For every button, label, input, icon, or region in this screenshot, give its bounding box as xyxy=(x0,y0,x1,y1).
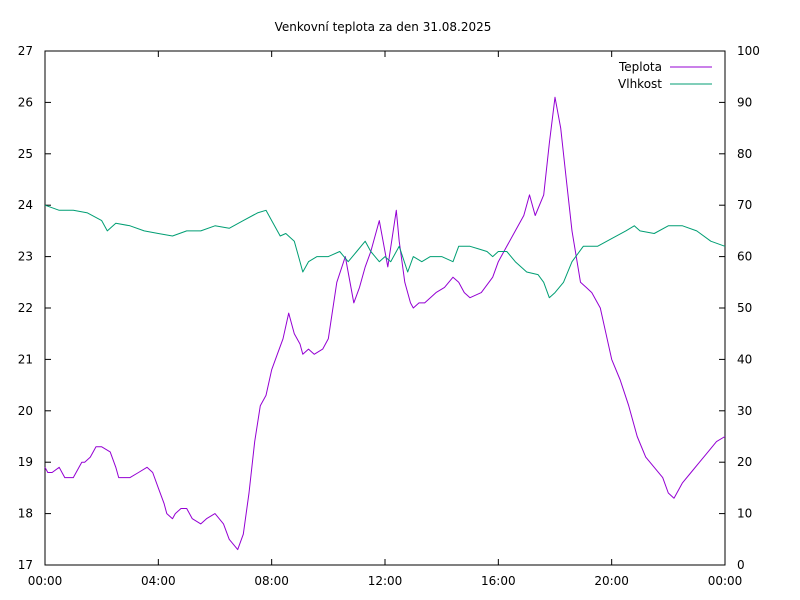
y-tick-label: 19 xyxy=(18,455,33,469)
x-tick-label: 16:00 xyxy=(481,574,516,588)
y2-tick-label: 40 xyxy=(737,352,752,366)
y-tick-label: 26 xyxy=(18,95,33,109)
y-tick-label: 25 xyxy=(18,147,33,161)
legend-label: Vlhkost xyxy=(618,77,662,91)
y-tick-label: 21 xyxy=(18,352,33,366)
y-tick-label: 24 xyxy=(18,198,33,212)
y2-tick-label: 0 xyxy=(737,558,745,572)
y2-tick-label: 80 xyxy=(737,147,752,161)
y2-tick-label: 70 xyxy=(737,198,752,212)
x-tick-label: 20:00 xyxy=(594,574,629,588)
x-tick-label: 04:00 xyxy=(141,574,176,588)
series-line-vlhkost xyxy=(44,204,726,299)
legend: Teplota Vlhkost xyxy=(618,60,712,91)
series-line-teplota xyxy=(44,96,726,551)
y2-tick-label: 10 xyxy=(737,507,752,521)
x-tick-label: 12:00 xyxy=(368,574,403,588)
y-axis-right: 0 10 20 30 40 50 60 70 80 90 100 xyxy=(719,44,760,572)
y-axis-left: 17 18 19 20 21 22 23 24 25 26 27 xyxy=(18,44,51,572)
x-tick-label: 00:00 xyxy=(708,574,743,588)
x-tick-label: 08:00 xyxy=(254,574,289,588)
x-axis: 00:00 04:00 08:00 12:00 16:00 20:00 00:00 xyxy=(28,51,743,588)
y2-tick-label: 50 xyxy=(737,301,752,315)
plot-frame xyxy=(44,50,726,566)
y-tick-label: 18 xyxy=(18,507,33,521)
y-tick-label: 17 xyxy=(18,558,33,572)
y2-tick-label: 100 xyxy=(737,44,760,58)
series-layer xyxy=(44,96,726,551)
y-tick-label: 22 xyxy=(18,301,33,315)
y-tick-label: 27 xyxy=(18,44,33,58)
y2-tick-label: 90 xyxy=(737,95,752,109)
y-tick-label: 23 xyxy=(18,250,33,264)
legend-label: Teplota xyxy=(618,60,662,74)
y2-tick-label: 20 xyxy=(737,455,752,469)
y2-tick-label: 60 xyxy=(737,250,752,264)
x-tick-label: 00:00 xyxy=(28,574,63,588)
chart-title: Venkovní teplota za den 31.08.2025 xyxy=(275,20,492,34)
y-tick-label: 20 xyxy=(18,404,33,418)
y2-tick-label: 30 xyxy=(737,404,752,418)
